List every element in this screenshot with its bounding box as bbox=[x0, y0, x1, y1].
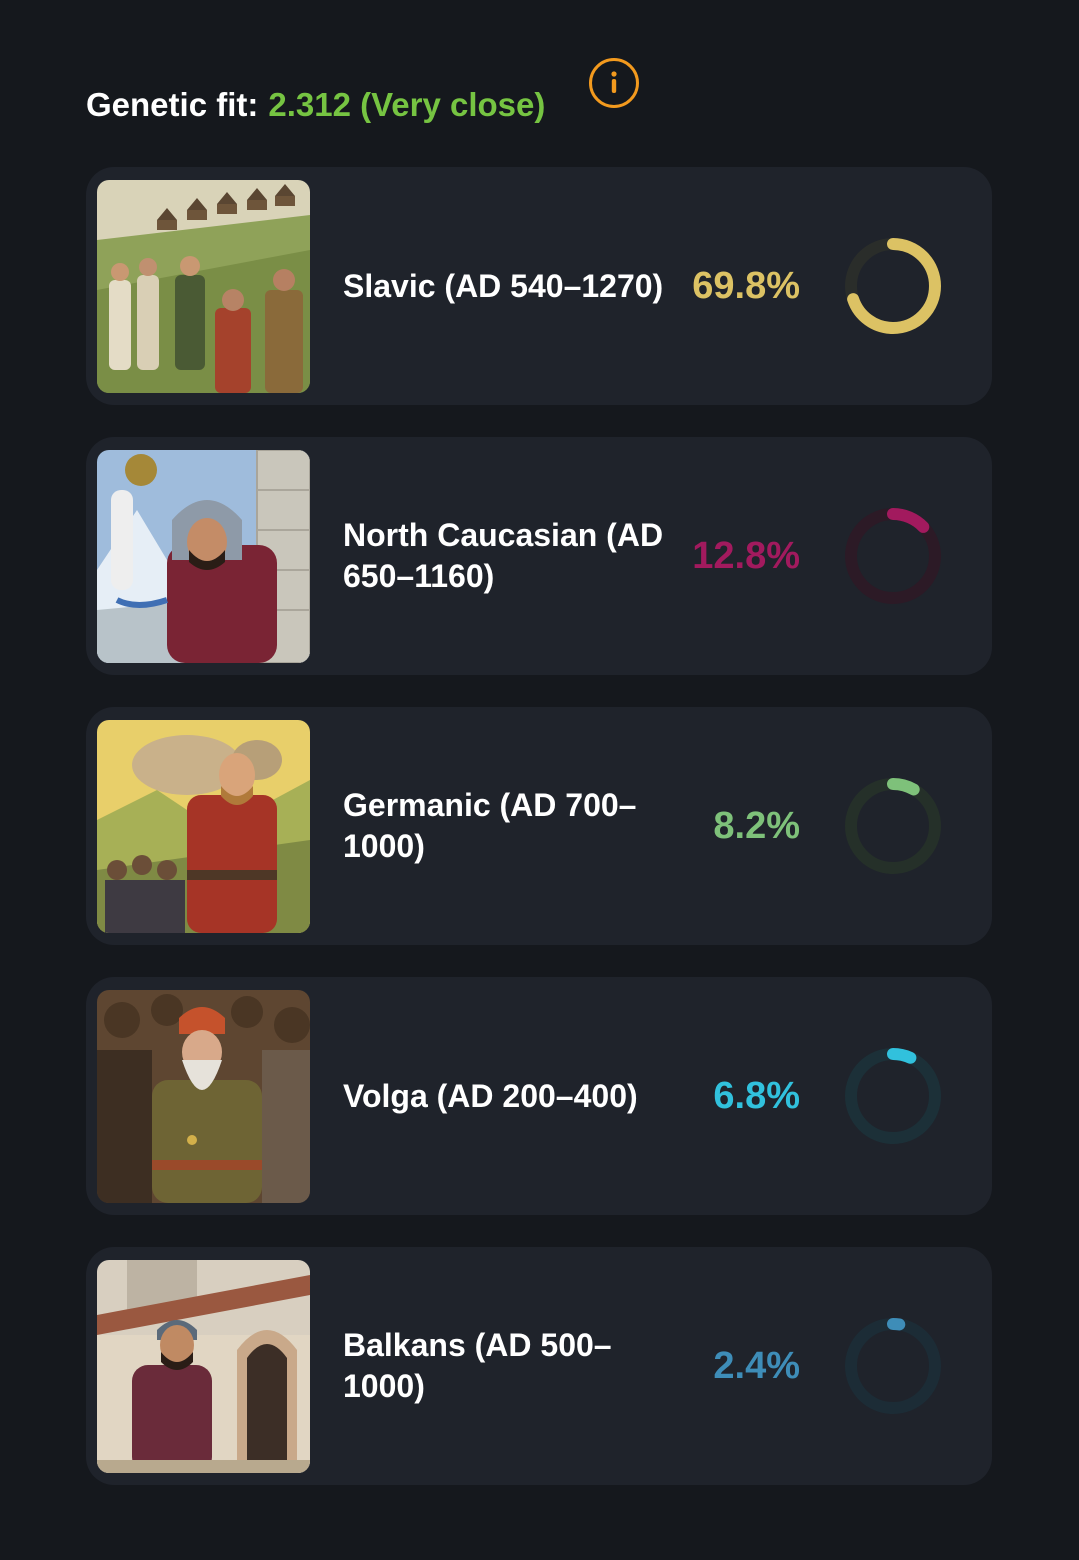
genetic-fit-header: Genetic fit: 2.312 (Very close) bbox=[86, 82, 545, 128]
genetic-fit-value: 2.312 (Very close) bbox=[268, 86, 546, 123]
population-donut-balkans bbox=[845, 1318, 941, 1414]
population-name: Balkans (AD 500–1000) bbox=[343, 1327, 612, 1404]
population-card-balkans[interactable]: Balkans (AD 500–1000) 2.4% bbox=[86, 1247, 992, 1485]
population-name: Volga (AD 200–400) bbox=[343, 1077, 638, 1114]
population-percent: 2.4% bbox=[713, 1344, 800, 1387]
genetic-fit-label: Genetic fit: bbox=[86, 86, 259, 123]
population-name: Germanic (AD 700–1000) bbox=[343, 787, 637, 864]
info-icon[interactable] bbox=[589, 58, 639, 108]
population-percent: 8.2% bbox=[713, 804, 800, 847]
population-image-balkans bbox=[97, 1260, 310, 1473]
population-name: Slavic (AD 540–1270) bbox=[343, 267, 664, 304]
population-image-slavic bbox=[97, 180, 310, 393]
population-card-north-caucasian[interactable]: North Caucasian (AD 650–1160) 12.8% bbox=[86, 437, 992, 675]
population-image-germanic bbox=[97, 720, 310, 933]
population-card-volga[interactable]: Volga (AD 200–400) 6.8% bbox=[86, 977, 992, 1215]
population-donut-north-caucasian bbox=[845, 508, 941, 604]
population-donut-slavic bbox=[845, 238, 941, 334]
population-percent: 69.8% bbox=[692, 264, 800, 307]
population-image-north-caucasian bbox=[97, 450, 310, 663]
population-name: North Caucasian (AD 650–1160) bbox=[343, 517, 664, 594]
population-card-slavic[interactable]: Slavic (AD 540–1270) 69.8% bbox=[86, 167, 992, 405]
population-percent: 6.8% bbox=[713, 1074, 800, 1117]
population-card-germanic[interactable]: Germanic (AD 700–1000) 8.2% bbox=[86, 707, 992, 945]
population-image-volga bbox=[97, 990, 310, 1203]
population-donut-volga bbox=[845, 1048, 941, 1144]
population-donut-germanic bbox=[845, 778, 941, 874]
population-percent: 12.8% bbox=[692, 534, 800, 577]
